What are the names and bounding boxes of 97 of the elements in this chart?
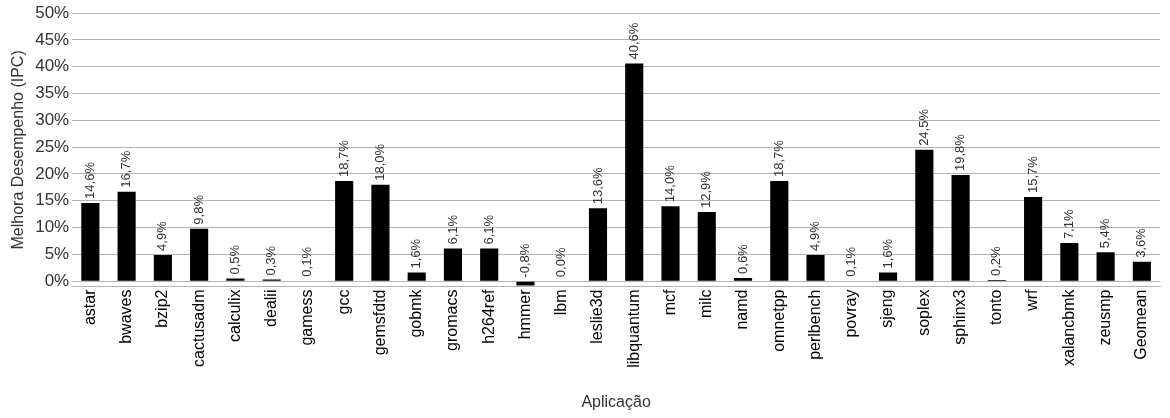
data-label: 0,3% (263, 245, 279, 276)
x-tick-label: astar (80, 288, 98, 326)
x-tick-label: gamess (298, 289, 316, 346)
data-label: 0,1% (299, 246, 315, 277)
bar (1096, 252, 1115, 281)
data-label: 1,6% (408, 238, 424, 269)
bar (1060, 243, 1079, 281)
bar (588, 208, 608, 281)
data-label: 13,6% (589, 166, 605, 205)
x-tick-label: zeusmp (1096, 289, 1114, 346)
data-label: 19,8% (952, 133, 968, 172)
bar (153, 254, 172, 281)
data-label: 24,5% (915, 108, 931, 146)
bar (480, 248, 499, 281)
bar (625, 63, 644, 281)
data-label: 1,6% (879, 238, 895, 269)
data-label: -0,8% (517, 243, 533, 278)
data-label: 0,1% (843, 246, 859, 277)
x-tick-label: h264ref (479, 288, 497, 344)
bar (733, 277, 753, 281)
bar (951, 175, 970, 281)
data-label: 3,6% (1133, 227, 1149, 258)
data-label: 18,7% (335, 139, 351, 177)
bar (1132, 261, 1151, 281)
data-label: 4,9% (154, 220, 170, 251)
bar (117, 191, 136, 281)
data-label: 0,0% (553, 247, 569, 278)
data-label: 6,1% (480, 214, 496, 245)
y-tick-label: 30% (35, 110, 70, 130)
x-tick-label: xalancbmk (1059, 288, 1077, 367)
x-tick-label: omnetpp (769, 289, 787, 352)
y-tick-label: 45% (35, 29, 70, 49)
data-label: 0,2% (988, 246, 1004, 277)
x-tick-label: lbm (552, 289, 570, 316)
bar (1024, 197, 1043, 281)
x-tick-label: povray (842, 289, 860, 338)
data-label: 40,6% (625, 22, 641, 60)
y-tick-label: 5% (44, 244, 70, 264)
bar (770, 180, 789, 281)
y-axis-title: Melhora Desempenho (IPC) (9, 50, 27, 250)
x-tick-label: gromacs (443, 289, 461, 351)
data-label: 14,6% (81, 161, 97, 199)
y-tick-label: 0% (44, 270, 70, 290)
x-tick-label: wrf (1023, 288, 1041, 312)
data-label: 9,8% (190, 194, 206, 225)
x-tick-label: leslie3d (588, 289, 606, 344)
x-tick-label: dealii (262, 289, 280, 327)
bar (697, 212, 716, 281)
y-tick-label: 20% (35, 163, 70, 183)
x-tick-label: soplex (914, 289, 932, 336)
data-label: 18,7% (770, 139, 786, 177)
y-tick-label: 10% (35, 217, 70, 237)
y-tick-label: 35% (35, 83, 70, 103)
y-tick-label: 50% (35, 2, 70, 22)
x-tick-label: gcc (334, 289, 352, 315)
x-tick-label: sphinx3 (950, 289, 968, 345)
x-tick-label: perlbench (805, 289, 823, 360)
bar (443, 248, 463, 281)
bar (806, 254, 825, 281)
x-tick-label: gemsfdtd (370, 289, 388, 356)
bar (81, 202, 100, 281)
x-tick-label: milc (697, 289, 715, 318)
x-tick-label: hmmer (515, 288, 533, 340)
x-tick-label: mcf (660, 288, 678, 316)
x-tick-label: Geomean (1132, 289, 1150, 360)
data-label: 7,1% (1060, 209, 1076, 240)
data-label: 18,0% (372, 143, 388, 181)
data-label: 12,9% (698, 170, 714, 209)
x-tick-label: sjeng (878, 289, 896, 328)
bar (226, 278, 245, 281)
x-tick-label: namd (733, 289, 751, 330)
bar (878, 272, 898, 281)
bar (661, 206, 680, 281)
data-label: 5,4% (1097, 218, 1113, 249)
x-tick-label: calculix (225, 289, 243, 342)
x-axis-title: Aplicação (581, 392, 651, 410)
bar (190, 228, 209, 281)
bar (371, 184, 390, 281)
data-label: 0,5% (226, 244, 242, 275)
x-tick-label: tonto (987, 289, 1005, 326)
x-tick-label: bzip2 (153, 289, 171, 328)
y-tick-label: 25% (35, 136, 70, 156)
data-label: 6,1% (444, 214, 460, 245)
x-tick-label: cactusadm (189, 289, 207, 367)
x-tick-label: gobmk (407, 288, 425, 338)
data-label: 4,9% (807, 220, 823, 251)
x-tick-label: bwaves (117, 289, 135, 344)
bar (915, 149, 934, 281)
data-label: 0,6% (734, 243, 750, 274)
y-tick-label: 40% (35, 56, 70, 76)
x-tick-label: libquantum (624, 289, 642, 368)
data-label: 16,7% (118, 150, 134, 188)
data-label: 15,7% (1024, 155, 1040, 194)
data-label: 14,0% (662, 164, 678, 203)
y-tick-label: 15% (35, 190, 70, 210)
bar (407, 272, 426, 281)
bar (335, 180, 354, 281)
